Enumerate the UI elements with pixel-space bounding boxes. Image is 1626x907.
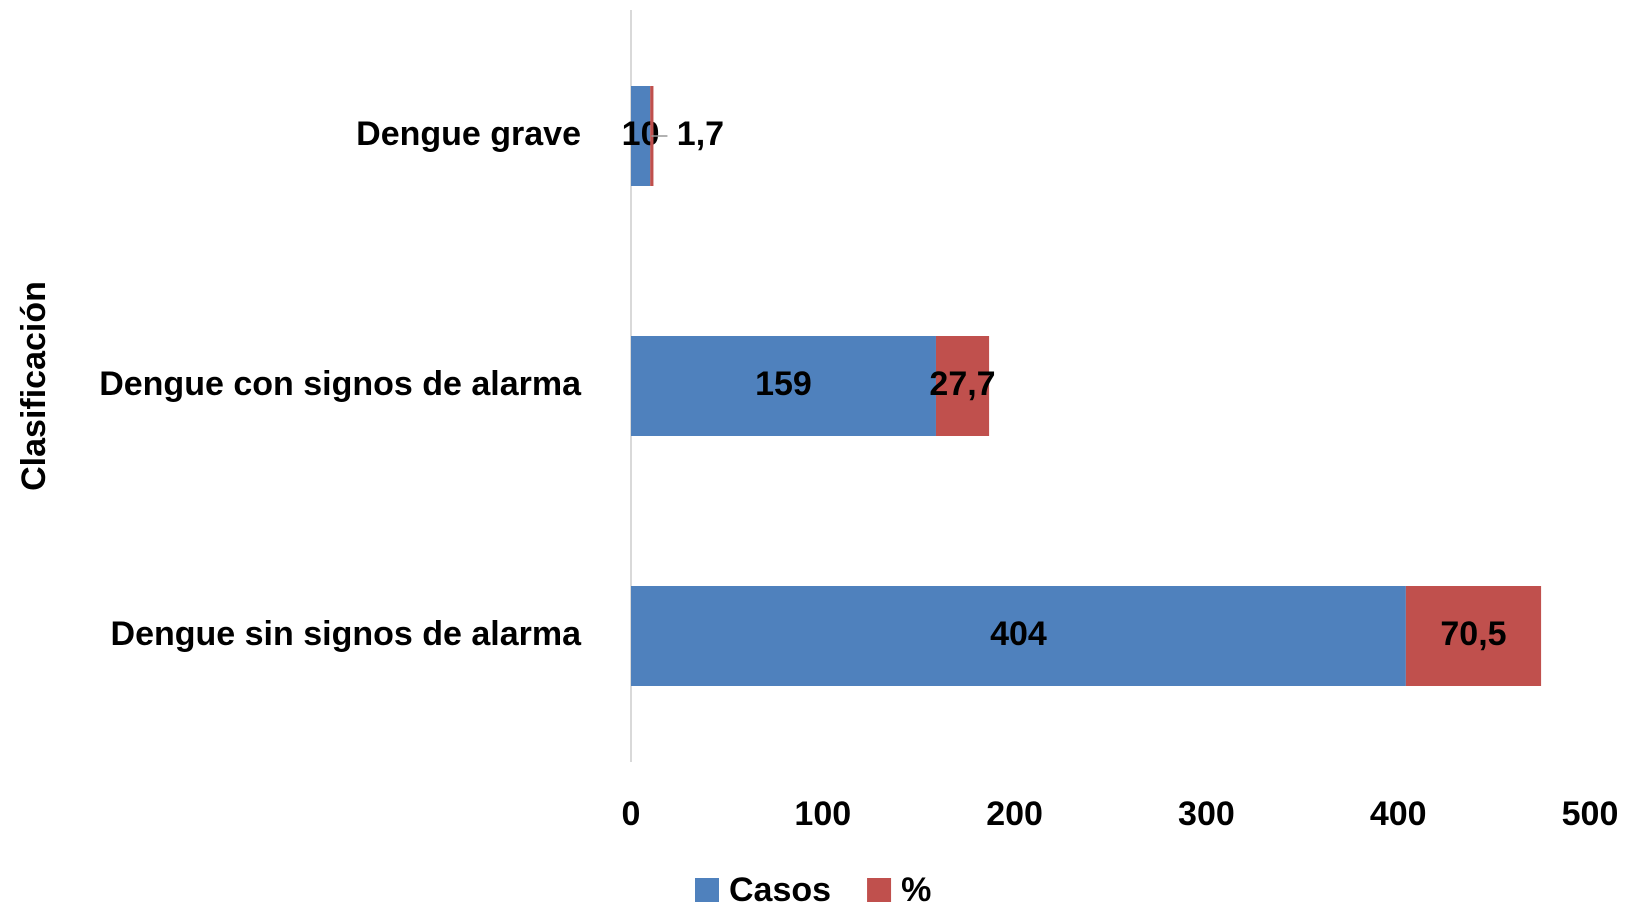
legend-label: % bbox=[901, 871, 931, 907]
category-label: Dengue grave bbox=[356, 115, 581, 153]
bar-segment bbox=[1405, 586, 1542, 686]
x-tick-label: 100 bbox=[794, 795, 851, 833]
x-tick-label: 500 bbox=[1562, 795, 1619, 833]
data-label: 27,7 bbox=[929, 365, 995, 403]
x-tick-label: 200 bbox=[986, 795, 1043, 833]
x-tick-label: 400 bbox=[1370, 795, 1427, 833]
category-label: Dengue sin signos de alarma bbox=[111, 615, 583, 653]
x-tick-label: 300 bbox=[1178, 795, 1235, 833]
data-label: 1,7 bbox=[677, 115, 724, 153]
legend-label: Casos bbox=[729, 871, 831, 907]
y-axis-title: Clasificación bbox=[15, 281, 53, 491]
x-tick-label: 0 bbox=[622, 795, 641, 833]
legend-swatch bbox=[695, 878, 719, 902]
bar-segment bbox=[631, 336, 936, 436]
bar-segment bbox=[631, 86, 651, 186]
data-label: 70,5 bbox=[1440, 615, 1506, 653]
legend-swatch bbox=[867, 878, 892, 902]
category-label: Dengue con signos de alarma bbox=[99, 365, 582, 403]
data-label: 159 bbox=[755, 365, 812, 403]
bar-segment bbox=[631, 586, 1406, 686]
bar-segment bbox=[935, 336, 990, 436]
data-label: 10 bbox=[622, 115, 660, 153]
data-label: 404 bbox=[990, 615, 1047, 653]
